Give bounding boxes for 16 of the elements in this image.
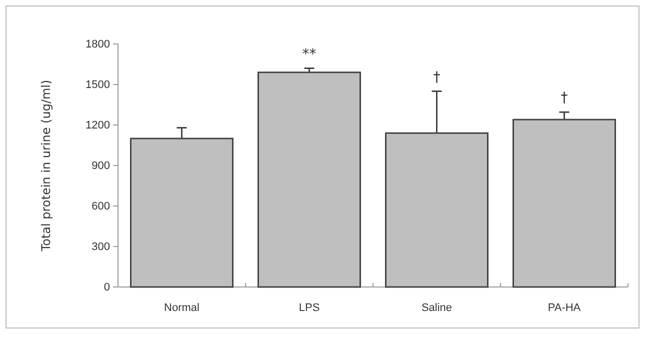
x-tick-label: Saline — [421, 302, 452, 314]
y-tick-label: 1500 — [86, 79, 110, 92]
annotation: † — [560, 90, 568, 106]
y-tick-label: 1200 — [86, 120, 110, 132]
x-tick-label: Normal — [164, 302, 200, 314]
y-tick-label: 900 — [92, 160, 110, 172]
bar — [258, 72, 361, 288]
annotation: ** — [302, 46, 316, 62]
x-tick-label: PA-HA — [548, 302, 582, 314]
y-tick-label: 0 — [104, 282, 110, 294]
annotation: † — [433, 69, 440, 86]
x-tick-label: LPS — [298, 302, 320, 314]
y-axis-title: Total protein in urine (ug/ml) — [39, 80, 53, 252]
y-tick-label: 300 — [92, 241, 110, 254]
y-tick-label: 1800 — [86, 38, 110, 51]
y-tick-label: 600 — [92, 200, 110, 213]
